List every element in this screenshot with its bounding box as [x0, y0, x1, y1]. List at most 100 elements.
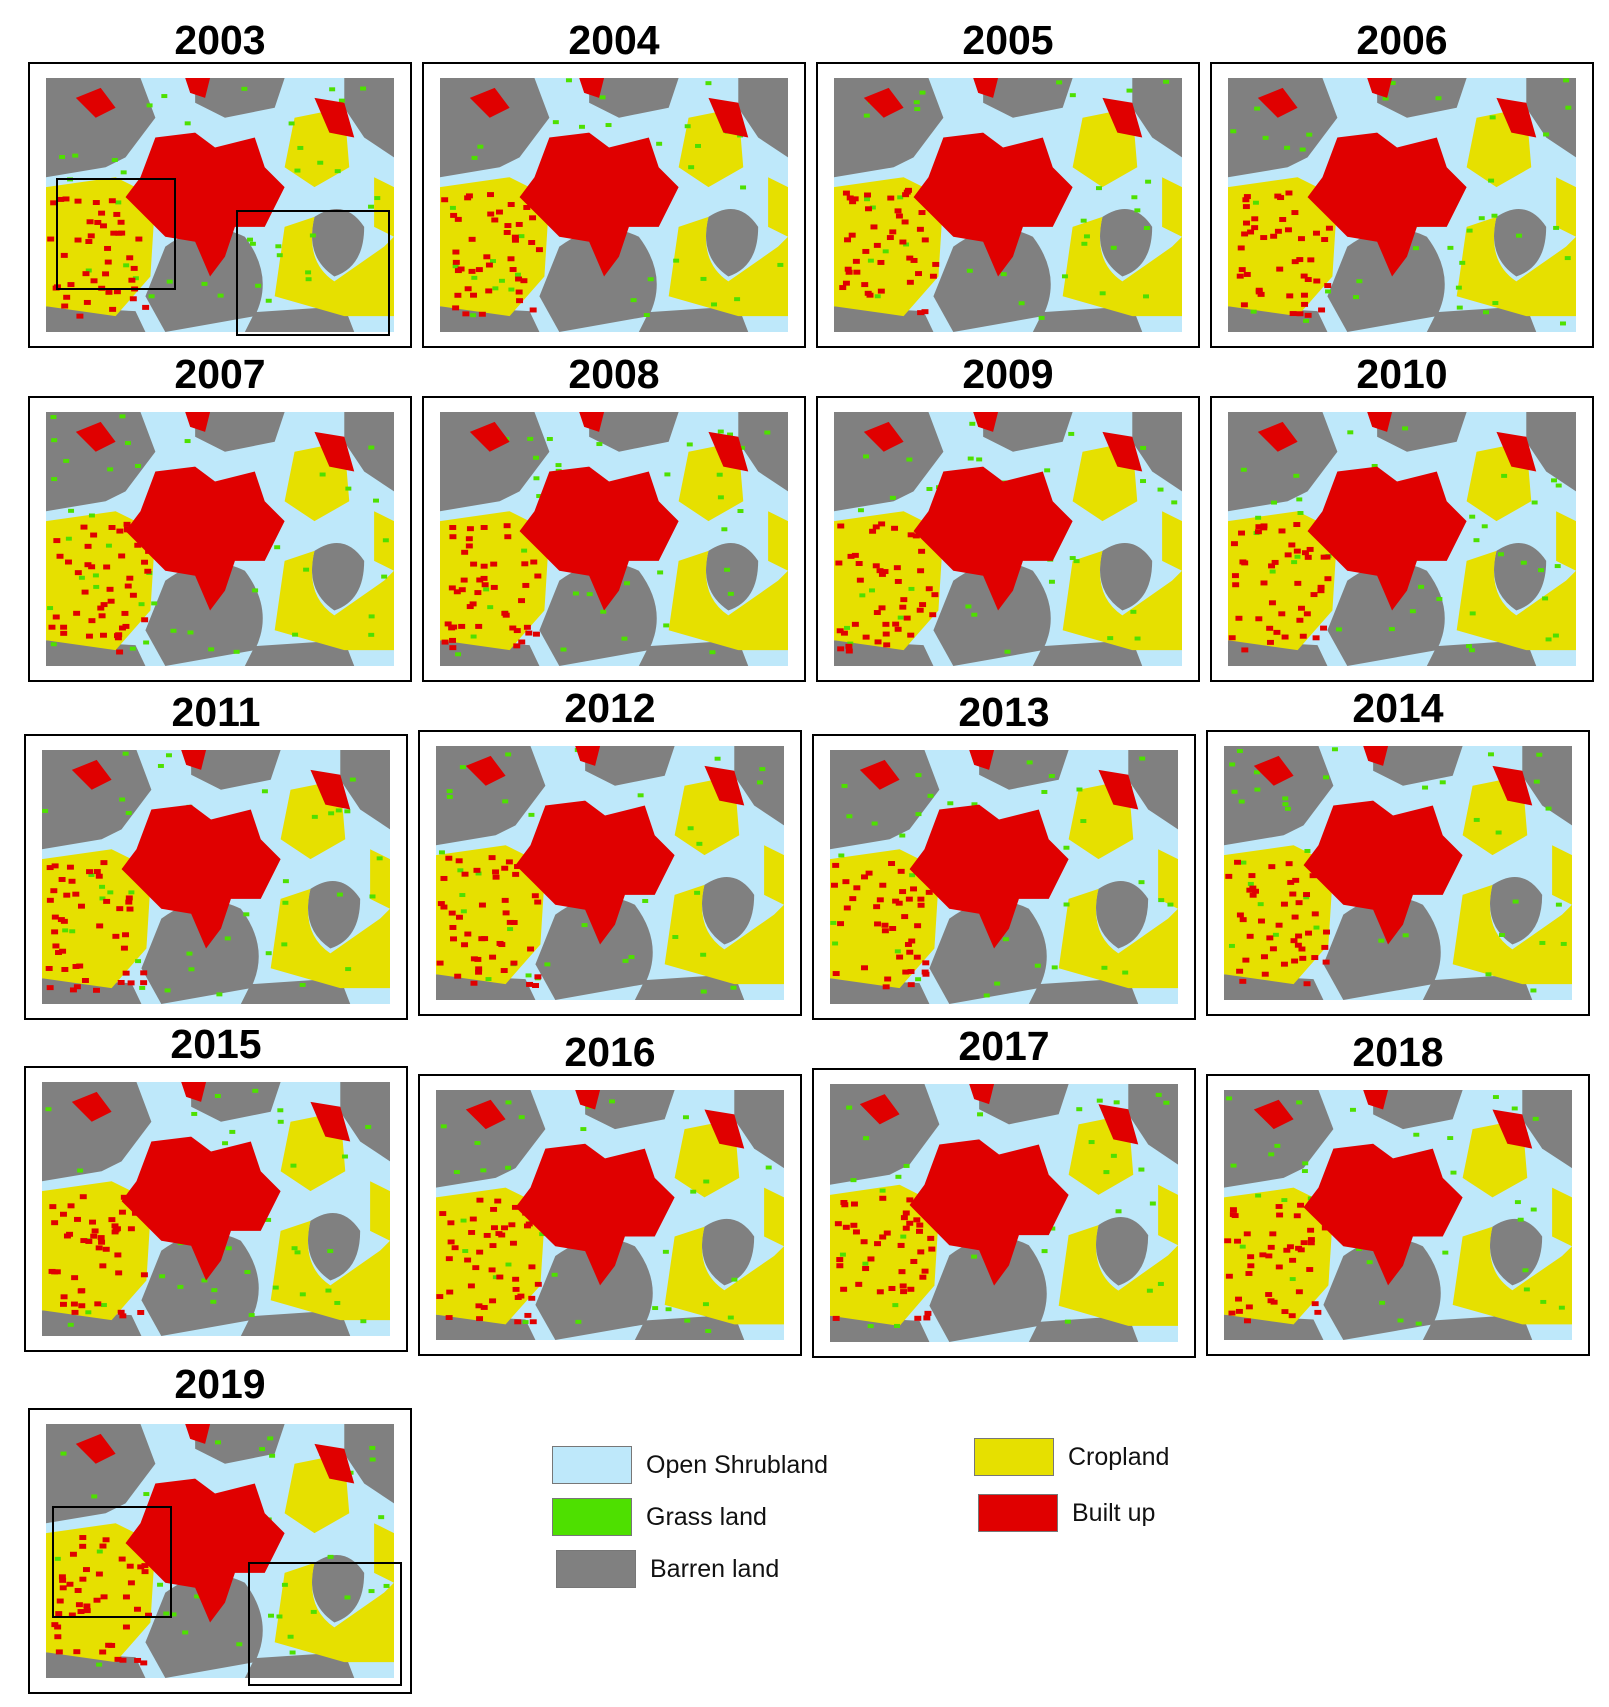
map-frame	[1210, 396, 1594, 682]
builtup-patch	[900, 1289, 908, 1295]
builtup-patch	[916, 861, 924, 867]
builtup-patch	[51, 1622, 59, 1628]
grassland-patch	[201, 281, 208, 286]
map-panel-2019: 2019	[28, 1362, 412, 1696]
grassland-patch	[345, 486, 352, 491]
builtup-patch	[511, 234, 519, 240]
builtup-patch	[118, 625, 126, 631]
barren-area	[42, 1082, 152, 1182]
grassland-patch	[1002, 937, 1009, 942]
grassland-patch	[1041, 789, 1048, 794]
builtup-patch	[134, 1657, 142, 1663]
grassland-patch	[244, 1270, 251, 1274]
grassland-patch	[344, 1595, 351, 1600]
grassland-patch	[630, 298, 637, 303]
builtup-patch	[919, 602, 927, 608]
builtup-patch	[1259, 1252, 1267, 1258]
builtup-patch	[861, 282, 869, 288]
grassland-patch	[1481, 524, 1488, 529]
builtup-patch	[1228, 1310, 1236, 1316]
builtup-patch	[57, 917, 65, 923]
grassland-patch	[281, 942, 288, 947]
grassland-patch	[724, 567, 731, 572]
builtup-area	[75, 1433, 116, 1464]
barren-area	[535, 896, 653, 1000]
builtup-area	[1102, 431, 1143, 472]
grassland-patch	[446, 789, 453, 794]
grassland-patch	[859, 593, 866, 598]
grassland-patch	[832, 941, 839, 946]
cropland-area	[834, 177, 944, 317]
grassland-patch	[1422, 785, 1429, 790]
grassland-patch	[335, 808, 342, 813]
builtup-patch	[1321, 237, 1329, 243]
grassland-patch	[847, 641, 854, 646]
grassland-patch	[368, 632, 375, 637]
builtup-patch	[140, 1660, 148, 1666]
grassland-patch	[915, 812, 922, 817]
builtup-patch	[439, 1211, 447, 1216]
builtup-patch	[86, 869, 94, 875]
builtup-patch	[867, 1256, 875, 1262]
builtup-patch	[465, 536, 473, 542]
builtup-patch	[91, 1228, 99, 1234]
barren-area	[589, 412, 679, 452]
grassland-patch	[1269, 569, 1276, 574]
barren-area	[344, 1424, 394, 1504]
builtup-patch	[97, 1235, 105, 1241]
grassland-patch	[1545, 806, 1552, 811]
builtup-area	[469, 87, 510, 118]
barren-area	[1377, 412, 1467, 452]
map-panel-2016: 2016	[418, 1030, 802, 1356]
builtup-patch	[81, 978, 89, 983]
builtup-patch	[906, 1197, 914, 1203]
builtup-patch	[929, 612, 937, 618]
builtup-patch	[452, 259, 460, 265]
barren-area	[145, 562, 263, 666]
builtup-patch	[921, 1268, 929, 1274]
grassland-patch	[572, 591, 579, 596]
legend-label: Barren land	[650, 1554, 780, 1583]
builtup-patch	[1251, 216, 1259, 222]
cropland-area	[374, 1523, 394, 1583]
barren-area	[1228, 640, 1328, 666]
builtup-patch	[907, 632, 915, 638]
grassland-patch	[1110, 245, 1117, 250]
builtup-patch	[489, 954, 497, 960]
builtup-patch	[1236, 912, 1244, 918]
legend-label: Cropland	[1068, 1442, 1170, 1471]
builtup-patch	[1288, 542, 1296, 548]
panel-year-label: 2018	[1352, 1029, 1444, 1075]
builtup-patch	[1296, 617, 1304, 623]
builtup-patch	[97, 605, 105, 611]
grassland-patch	[77, 1168, 84, 1173]
builtup-patch	[1314, 1309, 1322, 1315]
builtup-patch	[853, 269, 861, 275]
legend-label: Open Shrubland	[646, 1450, 829, 1479]
cropland-area	[664, 884, 784, 985]
grassland-patch	[455, 652, 462, 657]
builtup-patch	[120, 945, 128, 951]
builtup-core	[125, 466, 285, 611]
builtup-patch	[910, 1258, 918, 1264]
grassland-patch	[1080, 218, 1087, 223]
map-frame	[1206, 730, 1590, 1016]
grassland-patch	[1064, 1319, 1071, 1324]
grassland-patch	[188, 967, 195, 972]
builtup-patch	[128, 277, 136, 283]
grassland-patch	[449, 205, 456, 210]
builtup-patch	[1299, 955, 1307, 961]
grassland-patch	[1447, 1136, 1454, 1140]
grassland-patch	[1378, 938, 1385, 943]
barren-area	[983, 78, 1073, 118]
grassland-patch	[143, 640, 150, 645]
builtup-patch	[903, 189, 911, 195]
builtup-patch	[892, 898, 900, 904]
grassland-patch	[1294, 554, 1301, 559]
inset-box-southeast	[236, 210, 390, 336]
cropland-area	[1552, 1187, 1572, 1247]
grassland-patch	[210, 1299, 217, 1304]
legend-item-built-up: Built up	[978, 1494, 1155, 1532]
grassland-patch	[1532, 1116, 1539, 1121]
builtup-patch	[923, 1315, 931, 1321]
